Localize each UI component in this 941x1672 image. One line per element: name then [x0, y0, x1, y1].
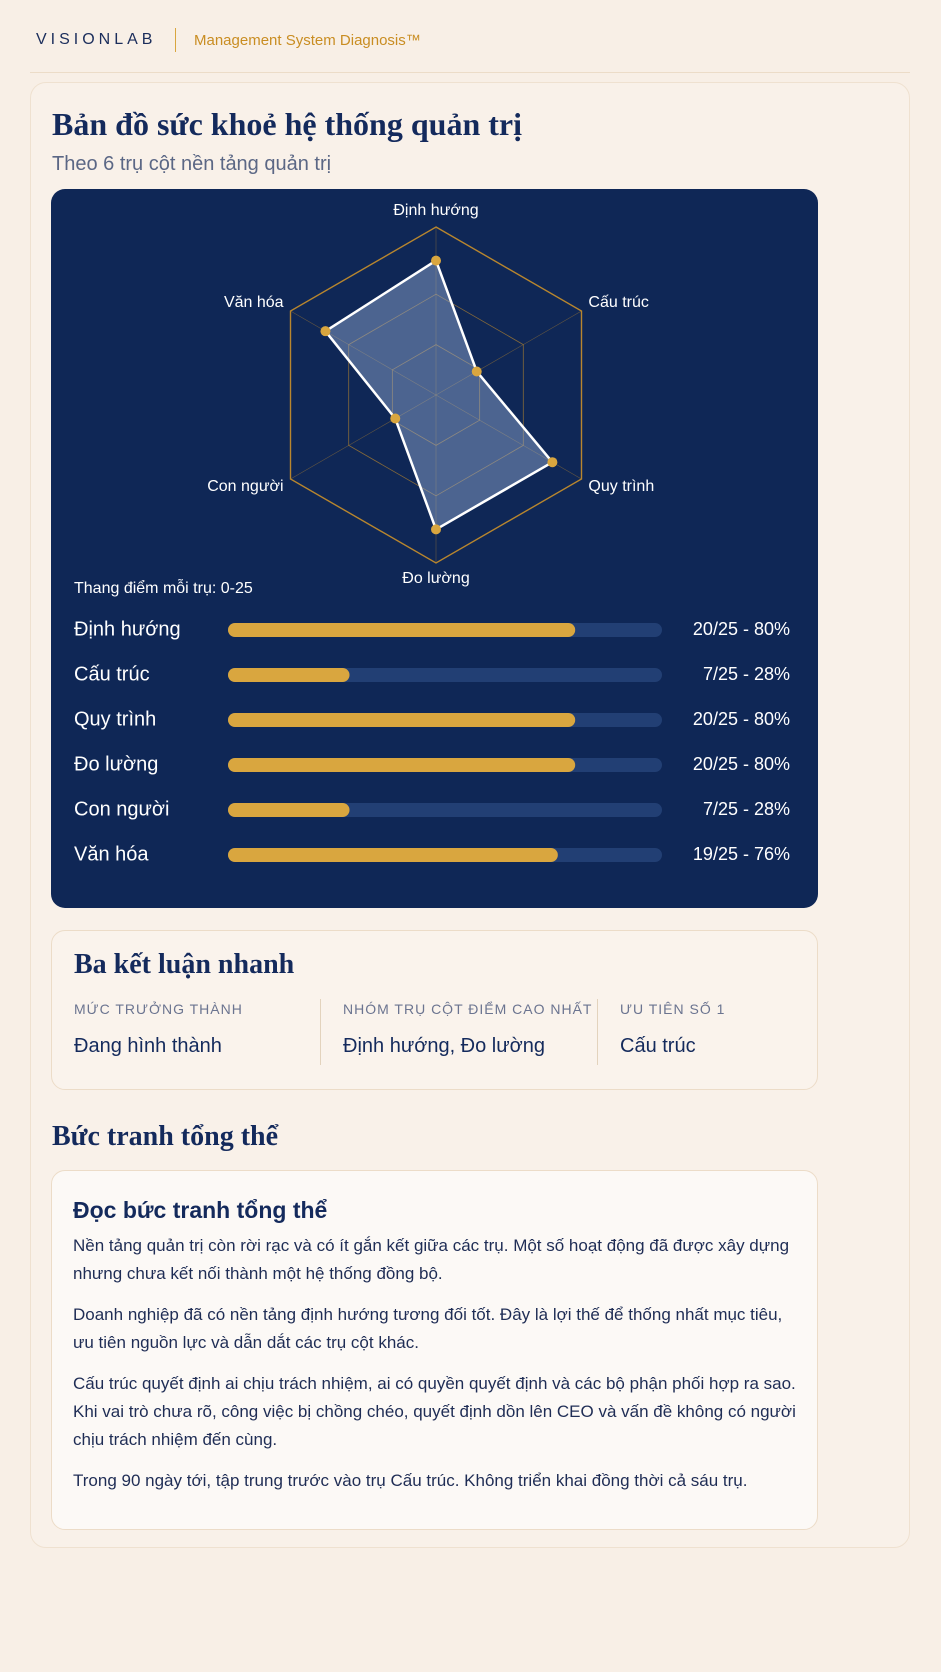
summary-title: Ba kết luận nhanh: [74, 949, 295, 980]
summary-card: Ba kết luận nhanh MỨC TRƯỞNG THÀNH Đang h…: [51, 930, 818, 1090]
value-label: 19/25 - 76%: [693, 844, 790, 864]
axis-label: Cấu trúc: [588, 294, 648, 311]
radar-point: [431, 255, 441, 266]
spoke: [435, 310, 582, 396]
summary-value: Cấu trúc: [620, 1035, 696, 1057]
bar: [228, 668, 350, 682]
header-rule: [30, 72, 910, 73]
bar: [228, 803, 350, 817]
bar: [228, 713, 576, 727]
summary-item: MỨC TRƯỞNG THÀNH Đang hình thành: [74, 1001, 243, 1065]
summary-label: MỨC TRƯỞNG THÀNH: [74, 1001, 243, 1017]
paragraph: Doanh nghiệp đã có nền tảng định hướng t…: [73, 1305, 783, 1352]
brand: VISIONLAB: [36, 31, 157, 48]
spoke: [290, 394, 437, 480]
section-subtitle: Theo 6 trụ cột nền tảng quản trị: [52, 153, 332, 175]
paragraph: Nền tảng quản trị còn rời rạc và có ít g…: [73, 1236, 790, 1283]
radar-point: [471, 366, 482, 377]
scale-note: Thang điểm mỗi trụ: 0-25: [74, 578, 253, 597]
spoke: [290, 310, 437, 396]
column-divider: [597, 999, 598, 1065]
product-name: Management System Diagnosis™: [194, 32, 421, 49]
bar: [228, 623, 576, 637]
summary-item: ƯU TIÊN SỐ 1 Cấu trúc: [620, 1001, 725, 1065]
summary-value: Định hướng, Đo lường: [343, 1035, 545, 1057]
section-title: Bản đồ sức khoẻ hệ thống quản trị: [52, 106, 522, 142]
bar-label: Con người: [74, 798, 169, 820]
radar-point: [320, 326, 331, 337]
summary-label: ƯU TIÊN SỐ 1: [620, 1001, 726, 1017]
axis-label: Quy trình: [588, 478, 654, 495]
axis-label: Định hướng: [393, 202, 478, 219]
bar-label: Quy trình: [74, 708, 156, 730]
paragraph: Cấu trúc quyết định ai chịu trách nhiệm,…: [73, 1374, 796, 1449]
bar: [228, 758, 576, 772]
summary-label: NHÓM TRỤ CỘT ĐIỂM CAO NHẤT: [343, 1001, 593, 1017]
overview-title: Bức tranh tổng thể: [52, 1121, 279, 1152]
axis-label: Con người: [207, 478, 283, 495]
value-label: 20/25 - 80%: [693, 619, 790, 639]
value-label: 20/25 - 80%: [693, 754, 790, 774]
axis-label: Đo lường: [402, 570, 469, 587]
radar-point: [390, 413, 401, 424]
bar-label: Văn hóa: [74, 843, 149, 865]
summary-item: NHÓM TRỤ CỘT ĐIỂM CAO NHẤT Định hướng, Đo…: [343, 1001, 593, 1065]
radar-point: [431, 524, 441, 535]
paragraph: Trong 90 ngày tới, tập trung trước vào t…: [73, 1471, 748, 1490]
value-label: 7/25 - 28%: [703, 799, 790, 819]
bar-label: Cấu trúc: [74, 663, 150, 685]
bar-label: Định hướng: [74, 618, 181, 640]
summary-value: Đang hình thành: [74, 1035, 222, 1057]
card-title: Đọc bức tranh tổng thể: [73, 1197, 328, 1223]
overview-card: Đọc bức tranh tổng thể Nền tảng quản trị…: [51, 1170, 818, 1530]
radar-point: [547, 457, 558, 468]
chart-panel: Định hướng Cấu trúc Quy trình Đo lường Con n…: [51, 189, 818, 908]
radar-area: [324, 259, 554, 531]
column-divider: [320, 999, 321, 1065]
bar-label: Đo lường: [74, 753, 158, 775]
axis-label: Văn hóa: [224, 294, 284, 311]
value-label: 7/25 - 28%: [703, 664, 790, 684]
spoke: [435, 394, 582, 480]
value-label: 20/25 - 80%: [693, 709, 790, 729]
divider: [175, 28, 176, 52]
bar: [228, 848, 558, 862]
